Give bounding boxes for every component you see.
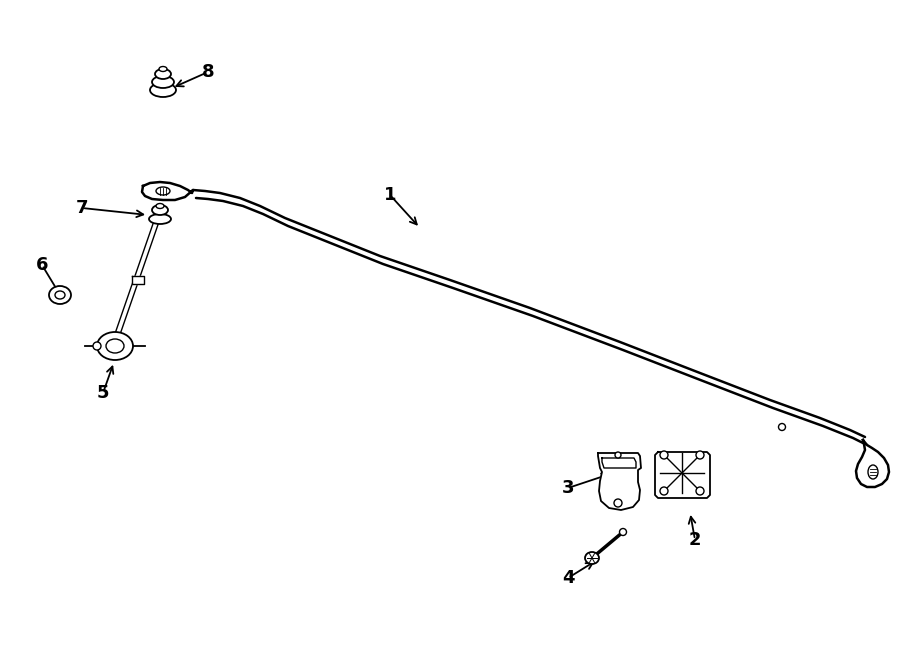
Circle shape bbox=[778, 424, 786, 430]
Polygon shape bbox=[598, 453, 641, 510]
Ellipse shape bbox=[156, 204, 164, 208]
Polygon shape bbox=[856, 440, 889, 487]
Circle shape bbox=[93, 342, 101, 350]
Ellipse shape bbox=[159, 67, 167, 71]
Polygon shape bbox=[132, 276, 144, 284]
Ellipse shape bbox=[619, 529, 626, 535]
Ellipse shape bbox=[149, 214, 171, 224]
Circle shape bbox=[696, 451, 704, 459]
Ellipse shape bbox=[152, 205, 168, 215]
Ellipse shape bbox=[156, 187, 170, 195]
Polygon shape bbox=[655, 452, 710, 498]
Ellipse shape bbox=[49, 286, 71, 304]
Ellipse shape bbox=[155, 69, 171, 79]
Ellipse shape bbox=[55, 291, 65, 299]
Ellipse shape bbox=[106, 339, 124, 353]
Ellipse shape bbox=[97, 332, 133, 360]
Circle shape bbox=[660, 451, 668, 459]
Text: 4: 4 bbox=[562, 569, 574, 587]
Polygon shape bbox=[602, 458, 636, 468]
Circle shape bbox=[660, 487, 668, 495]
Ellipse shape bbox=[152, 76, 174, 88]
Text: 8: 8 bbox=[202, 63, 214, 81]
Ellipse shape bbox=[868, 465, 878, 479]
Circle shape bbox=[615, 452, 621, 458]
Circle shape bbox=[696, 487, 704, 495]
Ellipse shape bbox=[585, 552, 599, 564]
Text: 7: 7 bbox=[76, 199, 88, 217]
Text: 1: 1 bbox=[383, 186, 396, 204]
Text: 2: 2 bbox=[688, 531, 701, 549]
Text: 3: 3 bbox=[562, 479, 574, 497]
Text: 6: 6 bbox=[36, 256, 49, 274]
Polygon shape bbox=[142, 182, 193, 200]
Circle shape bbox=[614, 499, 622, 507]
Ellipse shape bbox=[150, 83, 176, 97]
Text: 5: 5 bbox=[97, 384, 109, 402]
